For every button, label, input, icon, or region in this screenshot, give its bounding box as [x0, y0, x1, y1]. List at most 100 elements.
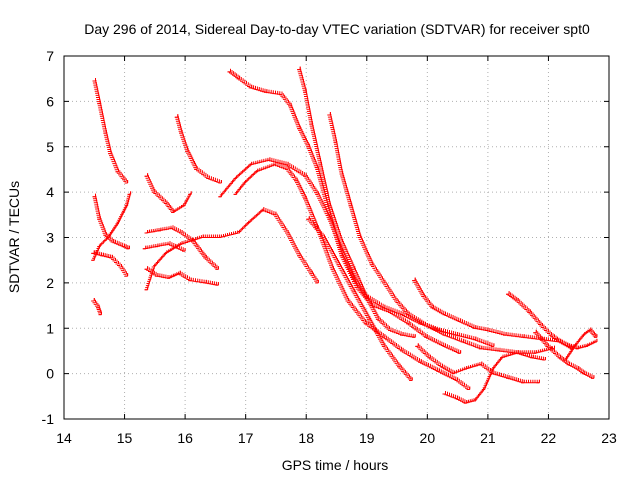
data-point	[177, 270, 181, 275]
data-point	[124, 273, 129, 277]
data-point	[530, 354, 534, 359]
data-point	[108, 150, 112, 155]
x-tick-label: 21	[480, 430, 496, 446]
data-point	[245, 220, 250, 225]
data-point	[427, 354, 431, 359]
x-tick-label: 23	[601, 430, 617, 446]
data-point	[124, 180, 129, 184]
data-point	[266, 157, 271, 161]
data-point	[144, 286, 149, 291]
data-point	[248, 84, 253, 89]
data-point	[406, 320, 410, 325]
data-point	[327, 112, 331, 116]
data-point	[115, 220, 119, 225]
data-point	[163, 250, 168, 254]
data-point	[218, 193, 222, 198]
data-point	[460, 338, 465, 343]
series-arc-20	[415, 343, 540, 384]
series-trace	[297, 66, 416, 338]
data-point	[363, 293, 368, 297]
data-point	[533, 350, 537, 354]
y-tick-label: 1	[46, 320, 54, 336]
series-trace	[92, 193, 130, 250]
data-point	[339, 171, 344, 175]
x-axis-label: GPS time / hours	[282, 457, 389, 473]
data-point	[490, 366, 495, 370]
data-point	[484, 327, 489, 331]
data-point	[182, 248, 186, 252]
data-point	[103, 232, 107, 236]
data-point	[227, 68, 231, 73]
series-trace	[91, 298, 102, 316]
data-point	[118, 264, 122, 268]
series-arc-6	[144, 173, 192, 213]
data-point	[369, 261, 374, 266]
data-point	[357, 234, 362, 238]
series-trace	[506, 291, 598, 350]
data-point	[500, 354, 504, 359]
y-tick-label: 0	[46, 366, 54, 382]
data-point	[339, 252, 344, 257]
data-point	[527, 309, 531, 313]
series-trace	[174, 114, 222, 184]
data-point	[472, 397, 477, 402]
data-point	[421, 293, 425, 297]
data-point	[581, 332, 586, 336]
data-point	[388, 327, 392, 331]
data-point	[590, 375, 595, 379]
data-point	[315, 279, 319, 284]
data-point	[309, 121, 313, 125]
y-tick-label: 3	[46, 230, 54, 246]
data-point	[424, 323, 428, 327]
data-point	[548, 332, 552, 336]
data-point	[472, 325, 477, 329]
series-arc-21	[506, 291, 598, 350]
data-point	[170, 225, 174, 229]
data-point	[463, 366, 468, 370]
data-point	[91, 257, 95, 261]
data-point	[381, 334, 386, 338]
data-point	[490, 370, 495, 375]
data-point	[557, 338, 562, 343]
data-point	[272, 211, 277, 216]
data-point	[233, 191, 238, 195]
data-point	[539, 336, 543, 341]
chart-title: Day 296 of 2014, Sidereal Day-to-day VTE…	[84, 21, 590, 37]
data-point	[97, 243, 101, 248]
series-trace	[92, 78, 129, 184]
y-tick-label: 4	[46, 184, 54, 200]
data-point	[103, 130, 107, 134]
data-point	[436, 368, 440, 372]
data-point	[539, 323, 543, 327]
x-tick-label: 19	[359, 430, 375, 446]
series-arc-22	[533, 329, 595, 379]
data-point	[174, 114, 179, 118]
data-point	[309, 270, 313, 275]
data-point	[154, 273, 159, 277]
data-point	[587, 327, 592, 331]
data-point	[593, 334, 598, 338]
data-point	[381, 343, 386, 347]
data-point	[442, 391, 446, 395]
x-tick-label: 14	[56, 430, 72, 446]
data-point	[533, 329, 537, 334]
series-arc-11	[144, 207, 319, 291]
data-point	[171, 209, 175, 213]
data-point	[285, 161, 289, 166]
data-point	[188, 191, 192, 195]
x-tick-label: 22	[541, 430, 557, 446]
data-point	[321, 234, 325, 238]
x-tick-label: 18	[298, 430, 314, 446]
data-point	[442, 332, 446, 336]
data-point	[126, 245, 130, 250]
data-point	[515, 298, 519, 302]
data-point	[91, 298, 95, 302]
y-tick-label: 5	[46, 139, 54, 155]
data-point	[315, 191, 319, 195]
data-point	[503, 332, 507, 336]
data-point	[412, 334, 416, 338]
data-point	[457, 318, 462, 322]
data-point	[144, 173, 149, 177]
data-point	[345, 298, 350, 302]
